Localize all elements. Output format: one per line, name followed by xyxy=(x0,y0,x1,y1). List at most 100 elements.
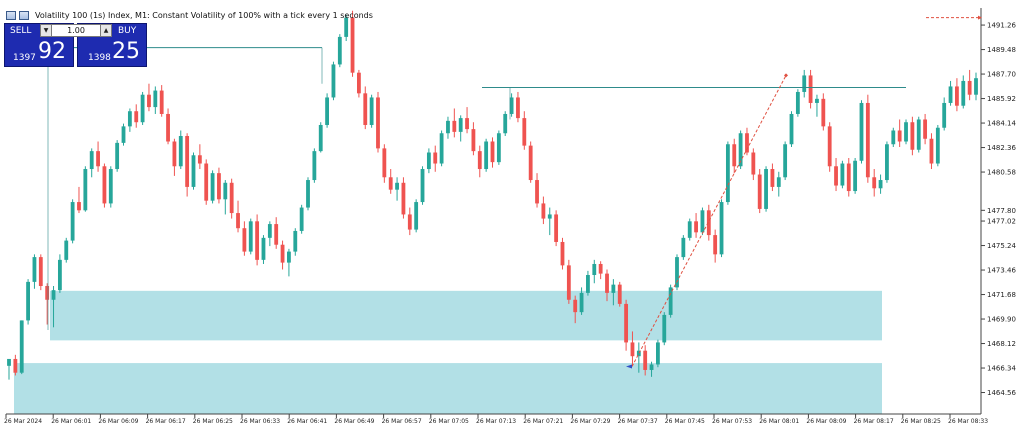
candle-body xyxy=(592,263,597,275)
candle-body xyxy=(687,221,692,238)
candle-body xyxy=(19,320,24,373)
time-tick-label: 26 Mar 07:29 xyxy=(570,418,610,425)
time-tick-label: 26 Mar 06:01 xyxy=(51,418,91,425)
candle-body xyxy=(325,97,330,125)
sell-label: SELL xyxy=(10,26,32,36)
candle-body xyxy=(426,152,431,170)
price-tick-label: 1475.24 xyxy=(987,242,1016,250)
candle-body xyxy=(26,281,30,321)
candle-body xyxy=(191,155,196,187)
candle-body xyxy=(579,292,584,313)
candle-body xyxy=(611,284,616,293)
candle-body xyxy=(299,207,304,231)
sell-arrow-icon xyxy=(784,73,788,78)
candle-body xyxy=(624,303,629,343)
candle-body xyxy=(630,342,635,357)
candle-body xyxy=(236,213,240,229)
sell-price-small: 1397 xyxy=(13,53,36,63)
candle-body xyxy=(369,97,374,125)
candle-body xyxy=(649,364,654,370)
price-tick-label: 1477.02 xyxy=(987,218,1016,226)
candle-body xyxy=(503,113,508,134)
candle-body xyxy=(70,202,75,241)
time-tick-label: 26 Mar 08:09 xyxy=(806,418,846,425)
candle-body xyxy=(420,169,425,203)
one-click-trading-panel: SELL 1397 92 BUY 1398 25 1.00 ▼ ▲ xyxy=(4,23,147,67)
candle-body xyxy=(910,122,915,150)
candle-body xyxy=(452,120,457,132)
candle-body xyxy=(662,314,667,343)
candle-body xyxy=(261,237,266,260)
candle-body xyxy=(147,94,151,108)
time-tick-label: 26 Mar 06:49 xyxy=(334,418,374,425)
candle-body xyxy=(166,113,170,142)
candle-body xyxy=(974,78,978,95)
candle-body xyxy=(471,129,476,152)
candle-body xyxy=(541,203,546,219)
candle-body xyxy=(458,118,463,132)
candle-body xyxy=(891,130,896,145)
symbol-window-icon[interactable] xyxy=(19,10,29,20)
candle-body xyxy=(573,299,578,313)
candle-body xyxy=(955,86,959,106)
candle-body xyxy=(738,133,743,167)
candle-body xyxy=(7,358,11,366)
time-tick-label: 26 Mar 07:21 xyxy=(523,418,563,425)
chart-grid-icon[interactable] xyxy=(6,10,16,20)
price-marker-icon xyxy=(978,15,982,20)
candle-body xyxy=(840,163,845,186)
candle-body xyxy=(923,119,928,139)
time-axis: 26 Mar 2024 26 Mar 06:01 26 Mar 06:09 26 Ma… xyxy=(4,414,988,425)
candle-body xyxy=(267,224,272,238)
candle-body xyxy=(554,214,559,242)
candle-body xyxy=(694,221,698,233)
candle-body xyxy=(764,169,768,209)
buy-price-small: 1398 xyxy=(88,53,111,63)
price-tick-label: 1487.70 xyxy=(987,71,1016,79)
candle-body xyxy=(605,273,609,293)
candle-body xyxy=(827,126,832,167)
candle-body xyxy=(83,169,88,211)
candle-body xyxy=(859,102,864,161)
candle-body xyxy=(38,257,43,287)
time-tick-label: 26 Mar 07:53 xyxy=(712,418,752,425)
candle-body xyxy=(356,72,361,94)
candle-body xyxy=(242,228,247,252)
candle-body xyxy=(757,174,762,209)
lot-decrease-icon[interactable]: ▼ xyxy=(40,24,52,37)
candle-body xyxy=(675,257,679,288)
candle-body xyxy=(159,90,164,114)
time-tick-label: 26 Mar 06:17 xyxy=(146,418,186,425)
candle-body xyxy=(745,133,749,153)
candle-body xyxy=(32,257,37,282)
candle-body xyxy=(274,224,279,245)
price-tick-label: 1471.68 xyxy=(987,291,1016,299)
candle-body xyxy=(318,124,323,152)
candle-body xyxy=(516,97,520,119)
candle-body xyxy=(376,97,380,149)
candle-body xyxy=(395,182,399,190)
candle-body xyxy=(293,230,298,252)
candle-body xyxy=(102,166,107,204)
candle-body xyxy=(407,214,412,230)
candle-body xyxy=(96,151,100,167)
time-tick-label: 26 Mar 07:13 xyxy=(476,418,516,425)
zone-rect xyxy=(14,363,882,414)
sell-button[interactable]: SELL 1397 92 xyxy=(4,23,74,67)
candle-body xyxy=(776,177,781,187)
chart-title-bar: Volatility 100 (1s) Index, M1: Constant … xyxy=(6,9,373,21)
candle-body xyxy=(617,284,622,304)
candle-body xyxy=(846,163,851,192)
candle-body xyxy=(802,75,807,92)
candle-body xyxy=(668,287,673,315)
candle-body xyxy=(834,166,838,186)
time-tick-label: 26 Mar 08:25 xyxy=(901,418,941,425)
candle-body xyxy=(547,214,552,219)
lot-increase-icon[interactable]: ▲ xyxy=(100,24,112,37)
candle-body xyxy=(121,126,126,143)
time-tick-label: 26 Mar 08:17 xyxy=(854,418,894,425)
candle-body xyxy=(433,152,438,164)
candle-body xyxy=(172,141,177,167)
